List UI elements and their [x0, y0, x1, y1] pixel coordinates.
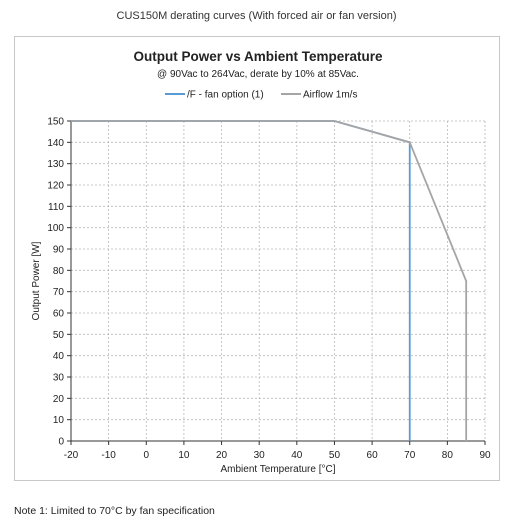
- y-tick-label: 80: [53, 266, 65, 277]
- x-tick-label: 20: [216, 450, 228, 461]
- y-tick-label: 10: [53, 415, 65, 426]
- chart-frame: Output Power vs Ambient Temperature @ 90…: [14, 36, 500, 481]
- x-tick-label: 80: [442, 450, 454, 461]
- y-tick-label: 140: [47, 138, 64, 149]
- legend-label-2: Airflow 1m/s: [303, 90, 357, 101]
- y-tick-labels: 0 10 20 30 40 50 60 70 80 90 100 110 120 130 140 150: [47, 117, 64, 448]
- x-tick-label: 40: [291, 450, 303, 461]
- x-tick-label: 50: [329, 450, 341, 461]
- y-tick-label: 90: [53, 245, 65, 256]
- y-tick-label: 60: [53, 309, 65, 320]
- footnote: Note 1: Limited to 70°C by fan specifica…: [14, 505, 215, 517]
- series-line-2: [71, 120, 468, 441]
- x-tick-label: -20: [64, 450, 79, 461]
- y-tick-label: 120: [47, 181, 64, 192]
- x-tick-label: 70: [404, 450, 416, 461]
- series-layer: [71, 120, 468, 441]
- y-tick-label: 100: [47, 223, 64, 234]
- x-tick-label: 0: [143, 450, 149, 461]
- y-tick-label: 50: [53, 330, 65, 341]
- legend-label-1: /F - fan option (1): [187, 90, 264, 101]
- x-tick-labels: -20 -10 0 10 20 30 40 50 60 70 80 90: [64, 450, 491, 461]
- y-axis-label: Output Power [W]: [31, 241, 42, 320]
- chart-title: Output Power vs Ambient Temperature: [133, 49, 383, 64]
- series-line-1: [71, 120, 411, 441]
- y-tick-label: 130: [47, 159, 64, 170]
- x-tick-label: 90: [479, 450, 491, 461]
- y-tick-label: 150: [47, 117, 64, 128]
- x-tick-label: -10: [101, 450, 116, 461]
- x-tick-label: 60: [367, 450, 379, 461]
- derating-chart: Output Power vs Ambient Temperature @ 90…: [31, 49, 491, 475]
- y-tick-label: 40: [53, 351, 65, 362]
- legend: /F - fan option (1) Airflow 1m/s: [165, 90, 357, 101]
- grid: [71, 120, 486, 441]
- y-tick-label: 30: [53, 373, 65, 384]
- axes: [67, 120, 486, 445]
- y-tick-label: 0: [58, 437, 64, 448]
- y-tick-label: 110: [48, 202, 64, 213]
- y-tick-label: 70: [53, 287, 65, 298]
- page-caption: CUS150M derating curves (With forced air…: [116, 10, 397, 22]
- x-axis-label: Ambient Temperature [°C]: [221, 464, 336, 475]
- y-tick-label: 20: [53, 394, 65, 405]
- x-tick-label: 10: [178, 450, 190, 461]
- chart-subtitle: @ 90Vac to 264Vac, derate by 10% at 85Va…: [157, 69, 359, 80]
- x-tick-label: 30: [254, 450, 266, 461]
